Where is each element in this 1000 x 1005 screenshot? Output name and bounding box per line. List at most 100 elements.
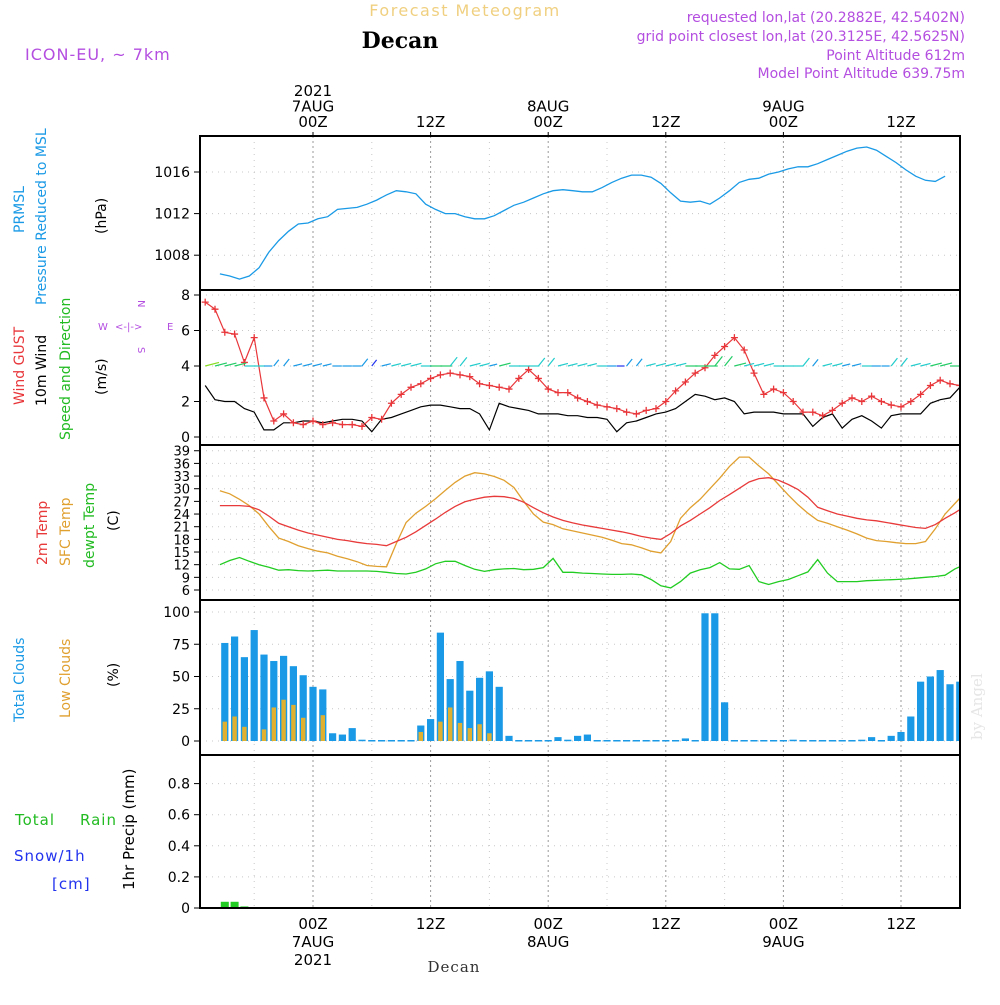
temp-dewpt-label: dewpt Temp: [82, 483, 98, 568]
total-cloud-bar: [790, 740, 797, 742]
y-tick-label: 0: [181, 430, 190, 446]
total-cloud-bar: [652, 740, 659, 742]
footer-station: Decan: [428, 958, 481, 976]
compass-mid: <-|->: [115, 322, 142, 333]
y-tick-label: 39: [173, 445, 190, 460]
total-rain-label-a: Total: [14, 811, 55, 829]
top-time-label: 12Z: [416, 113, 445, 131]
y-tick-label: 0: [181, 734, 190, 750]
total-cloud-bar: [799, 740, 806, 742]
bottom-time-label: 00Z: [769, 915, 798, 933]
bottom-time-label: 2021: [294, 951, 332, 969]
wind-unit: (m/s): [94, 358, 110, 395]
compass-south: S: [135, 347, 146, 353]
total-cloud-bar: [505, 736, 512, 741]
total-cloud-bar: [486, 671, 493, 741]
total-cloud-bar: [309, 687, 316, 741]
total-cloud-bar: [496, 687, 503, 741]
total-cloud-bar: [750, 740, 757, 742]
snow-unit-label: [cm]: [52, 875, 91, 893]
y-tick-label: 0.4: [168, 839, 190, 855]
pressure-unit: (hPa): [94, 198, 110, 234]
total-cloud-bar: [839, 740, 846, 742]
total-clouds-label: Total Clouds: [12, 638, 28, 723]
y-tick-label: 0.2: [168, 870, 190, 886]
low-cloud-bar: [262, 729, 266, 741]
prmsl-label: PRMSL: [12, 186, 28, 233]
y-tick-label: 75: [172, 637, 190, 653]
top-time-label: 00Z: [769, 113, 798, 131]
total-cloud-bar: [858, 740, 865, 742]
bottom-time-label: 12Z: [651, 915, 680, 933]
top-time-label: 00Z: [298, 113, 327, 131]
low-cloud-bar: [458, 723, 462, 741]
temp-unit: (C): [106, 510, 122, 531]
total-cloud-bar: [388, 740, 395, 742]
station-title: Decan: [362, 28, 439, 54]
low-cloud-bar: [223, 722, 227, 741]
total-cloud-bar: [554, 737, 561, 741]
total-cloud-bar: [535, 740, 542, 742]
snow-label: Snow/1h: [14, 847, 86, 865]
total-cloud-bar: [398, 740, 405, 742]
total-cloud-bar: [711, 613, 718, 741]
watermark: by Angel: [968, 673, 986, 740]
total-cloud-bar: [780, 740, 787, 742]
total-cloud-bar: [584, 735, 591, 741]
total-cloud-bar: [819, 740, 826, 742]
bottom-time-label: 00Z: [298, 915, 327, 933]
y-tick-label: 1016: [154, 165, 190, 181]
y-tick-label: 1012: [154, 207, 190, 223]
total-cloud-bar: [692, 740, 699, 742]
total-cloud-bar: [829, 740, 836, 742]
total-cloud-bar: [623, 740, 630, 742]
low-cloud-bar: [232, 716, 236, 741]
total-cloud-bar: [574, 736, 581, 741]
low-cloud-bar: [477, 724, 481, 741]
y-tick-label: 8: [181, 288, 190, 304]
wind-direction-label: Speed and Direction: [58, 298, 74, 440]
y-tick-label: 0.6: [168, 808, 190, 824]
total-cloud-bar: [564, 740, 571, 742]
total-cloud-bar: [741, 740, 748, 742]
total-cloud-bar: [917, 682, 924, 741]
low-cloud-bar: [487, 733, 491, 741]
bottom-time-label: 12Z: [886, 915, 915, 933]
total-rain-label-b: Rain: [80, 811, 117, 829]
top-time-label: 12Z: [651, 113, 680, 131]
y-tick-label: 2: [181, 395, 190, 411]
low-cloud-bar: [448, 707, 452, 741]
total-cloud-bar: [809, 740, 816, 742]
total-cloud-bar: [407, 740, 414, 742]
bottom-time-label: 12Z: [416, 915, 445, 933]
total-cloud-bar: [878, 740, 885, 742]
total-cloud-bar: [897, 732, 904, 741]
low-cloud-bar: [281, 700, 285, 741]
low-cloud-bar: [242, 727, 246, 741]
total-cloud-bar: [349, 728, 356, 741]
y-tick-label: 0.8: [168, 777, 190, 793]
total-cloud-bar: [937, 670, 944, 741]
model-label: ICON-EU, ~ 7km: [25, 45, 171, 64]
total-cloud-bar: [662, 740, 669, 742]
bottom-time-label: 7AUG: [292, 933, 334, 951]
temp-2m-label: 2m Temp: [35, 501, 51, 565]
bottom-time-label: 9AUG: [762, 933, 804, 951]
low-cloud-bar: [468, 728, 472, 741]
y-tick-label: 100: [163, 605, 190, 621]
pressure-msl-label: Pressure Reduced to MSL: [34, 128, 50, 305]
total-cloud-bar: [251, 630, 258, 741]
total-cloud-bar: [721, 702, 728, 741]
grid-point-location: grid point closest lon,lat (20.3125E, 42…: [637, 29, 965, 45]
wind-10m-label: 10m Wind: [34, 335, 50, 406]
low-cloud-bar: [301, 718, 305, 741]
top-time-label: 12Z: [886, 113, 915, 131]
compass-north: N: [135, 300, 146, 307]
total-cloud-bar: [260, 655, 267, 741]
total-cloud-bar: [927, 677, 934, 742]
total-cloud-bar: [329, 733, 336, 741]
top-time-label: 00Z: [534, 113, 563, 131]
app-title: Forecast Meteogram: [369, 1, 560, 20]
